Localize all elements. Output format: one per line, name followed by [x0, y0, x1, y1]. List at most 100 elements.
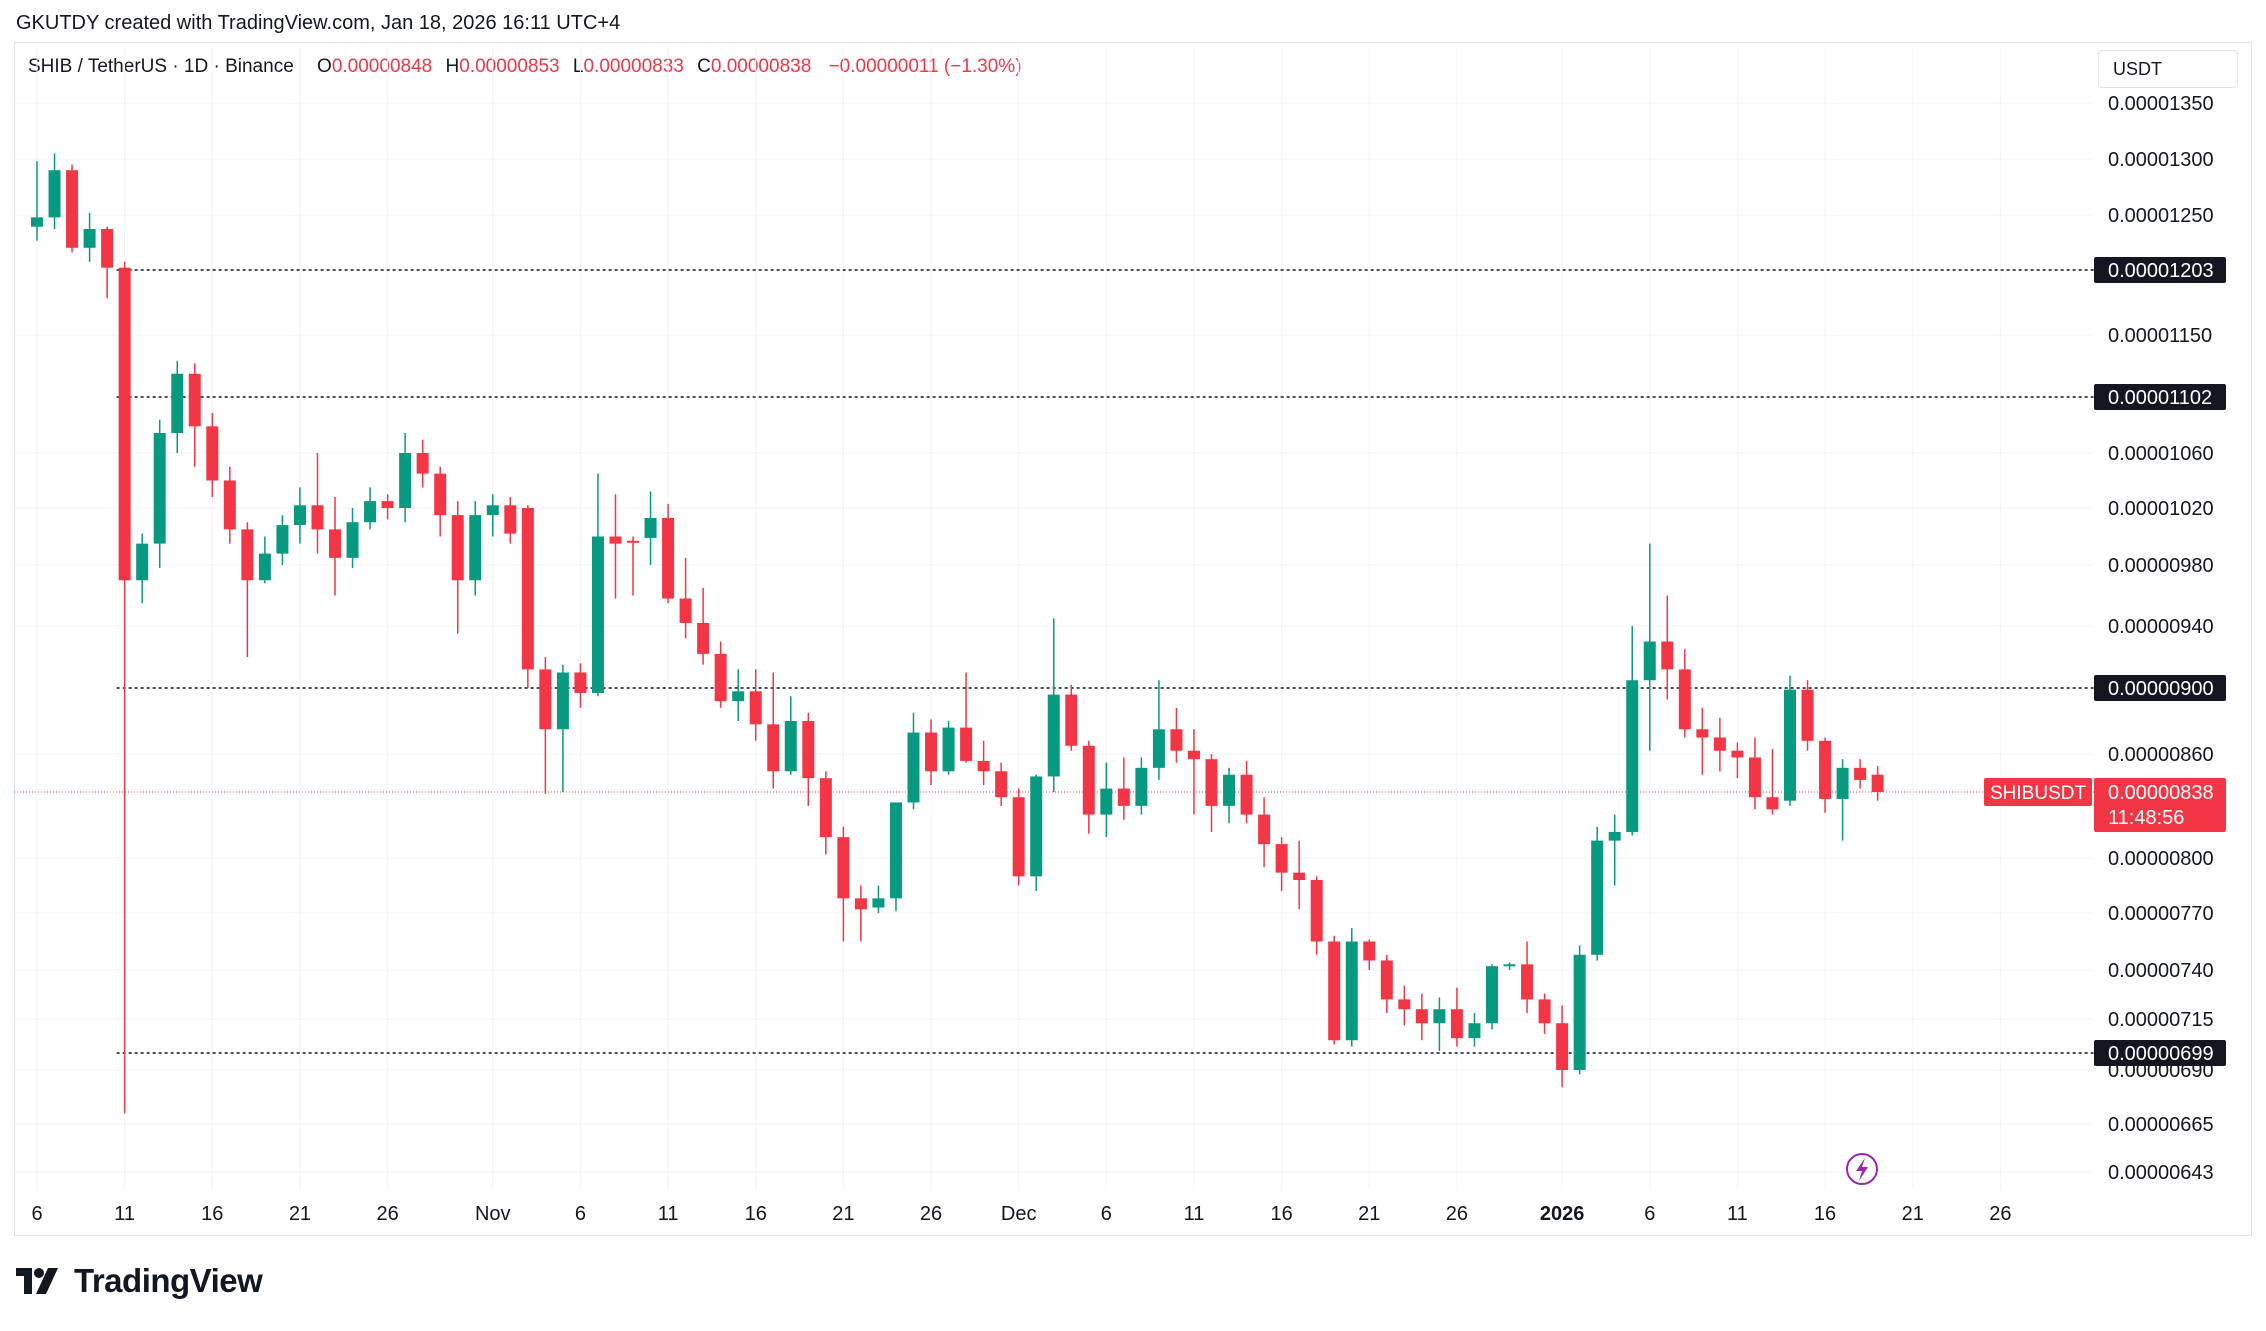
candle-down	[434, 466, 447, 537]
candle-up	[364, 487, 377, 530]
candle-body	[889, 802, 902, 899]
price-tick-label: 0.00000860	[2108, 744, 2214, 766]
candle-body	[1240, 774, 1253, 815]
candle-body	[1117, 788, 1130, 806]
candle-down	[1521, 941, 1534, 1014]
candle-body	[1678, 669, 1691, 730]
candle-up	[1503, 962, 1516, 970]
price-tick-label: 0.00000665	[2108, 1114, 2214, 1136]
candle-body	[556, 672, 569, 730]
candle-body	[1591, 840, 1604, 955]
level-price-label-bg	[2094, 257, 2226, 283]
candle-body	[311, 505, 324, 530]
candle-body	[346, 522, 359, 558]
candle-body	[101, 229, 114, 268]
candle-up	[293, 487, 306, 544]
candle-down	[521, 505, 534, 688]
candle-down	[329, 497, 342, 596]
candle-down	[451, 501, 464, 634]
price-axis: 0.00001350 0.00001300 0.00001250 0.00001150…	[2108, 93, 2214, 1184]
candle-down	[101, 226, 114, 299]
candle-up	[48, 153, 61, 230]
candle-down	[627, 536, 640, 596]
candle-body	[1468, 1023, 1481, 1039]
candle-body	[819, 778, 832, 838]
symbol-title[interactable]: SHIB / TetherUS · 1D · Binance	[28, 56, 294, 77]
candle-up	[1836, 759, 1849, 841]
candle-body	[399, 453, 412, 508]
candle-body	[1012, 797, 1025, 877]
candle-down	[1363, 939, 1376, 970]
candle-body	[802, 721, 815, 779]
candle-body	[1608, 831, 1621, 841]
candle-body	[714, 653, 727, 702]
price-tick-label: 0.00001020	[2108, 498, 2214, 520]
candle-body	[1293, 872, 1306, 880]
lightning-icon[interactable]	[1846, 1153, 1878, 1185]
candle-up	[784, 696, 797, 775]
symbol-legend: SHIB / TetherUS · 1D · Binance O 0.000008…	[28, 56, 1022, 78]
candle-body	[732, 691, 745, 702]
candle-down	[679, 557, 692, 639]
candle-up	[136, 533, 149, 604]
candle-body	[31, 217, 43, 227]
time-tick-label: 26	[920, 1203, 942, 1225]
candle-body	[486, 505, 499, 516]
time-tick-label: 21	[289, 1203, 311, 1225]
open-label: O	[317, 56, 332, 77]
candle-down	[1661, 595, 1674, 700]
candle-up	[1223, 767, 1236, 824]
chart-attribution: GKUTDY created with TradingView.com, Jan…	[16, 12, 621, 34]
candle-up	[1100, 762, 1113, 838]
price-tick-label: 0.00000940	[2108, 616, 2214, 638]
high-label: H	[445, 56, 460, 77]
candle-body	[837, 837, 850, 899]
candle-down	[662, 503, 675, 604]
candle-body	[1731, 750, 1744, 758]
time-tick-label: 11	[114, 1203, 135, 1225]
level-price-label: 0.00000900	[2108, 678, 2214, 700]
time-tick-label: 26	[1446, 1203, 1468, 1225]
candle-body	[153, 433, 166, 544]
candle-body	[854, 898, 867, 910]
candle-up	[1345, 928, 1358, 1047]
time-tick-label: 26	[1989, 1203, 2011, 1225]
candle-body	[1556, 1023, 1569, 1070]
candle-body	[1854, 767, 1867, 780]
tradingview-logo[interactable]: TradingView	[16, 1262, 263, 1300]
high-value: 0.00000853	[459, 56, 560, 77]
candle-up	[591, 473, 604, 697]
candle-body	[1538, 999, 1551, 1024]
candle-up	[872, 885, 885, 913]
candle-down	[1854, 759, 1867, 789]
candle-down	[1398, 985, 1411, 1026]
candle-body	[171, 373, 184, 433]
candle-down	[960, 672, 973, 763]
level-price-label-bg	[2094, 675, 2226, 701]
candle-body	[960, 727, 973, 761]
candle-up	[889, 802, 902, 912]
candle-up	[1573, 945, 1586, 1075]
candle-down	[1117, 757, 1130, 820]
candle-body	[1170, 729, 1183, 751]
candle-down	[1065, 684, 1078, 751]
candle-down	[539, 657, 552, 794]
candle-down	[802, 712, 815, 806]
time-tick-label: 26	[376, 1203, 398, 1225]
candle-body	[1415, 1009, 1428, 1024]
candle-down	[241, 522, 254, 657]
candle-body	[1345, 941, 1358, 1041]
currency-button[interactable]: USDT	[2098, 50, 2238, 88]
candle-body	[521, 508, 534, 670]
candle-body	[1205, 759, 1218, 806]
candle-body	[872, 898, 885, 908]
candle-body	[1766, 797, 1779, 810]
candle-body	[995, 771, 1008, 798]
candle-body	[469, 515, 482, 581]
price-tick-label: 0.00001150	[2108, 325, 2212, 347]
time-tick-label: 16	[201, 1203, 223, 1225]
candle-body	[1784, 689, 1796, 801]
candle-down	[1275, 837, 1288, 891]
candle-body	[1503, 964, 1516, 967]
